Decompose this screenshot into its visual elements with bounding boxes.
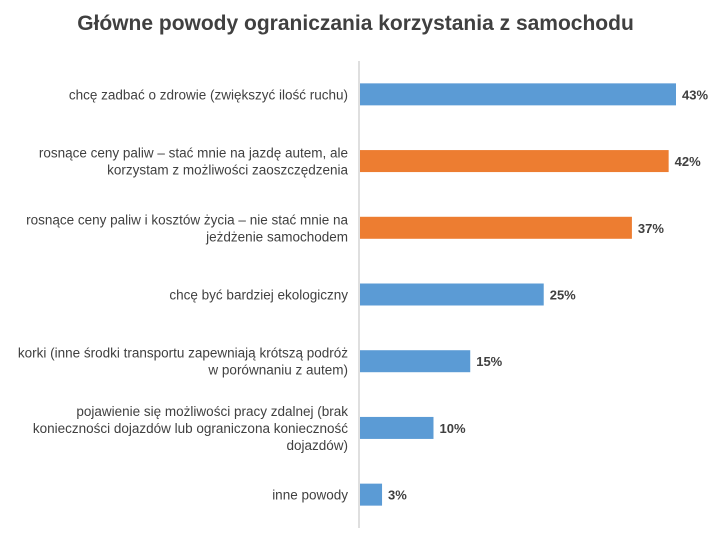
bar-2 [360, 216, 632, 239]
data-label-1: 42% [675, 154, 701, 169]
category-label-line: w porównaniu z autem) [207, 363, 348, 378]
category-label-3: chcę być bardziej ekologiczny [169, 288, 348, 303]
bar-5 [360, 416, 434, 439]
category-label-line: korki (inne środki transportu zapewniają… [18, 346, 348, 361]
category-label-2: rosnące ceny paliw i kosztów życia – nie… [26, 212, 348, 244]
category-label-line: dojazdów) [286, 438, 348, 453]
data-label-0: 43% [682, 87, 708, 102]
category-label-line: chcę być bardziej ekologiczny [169, 288, 348, 303]
category-label-5: pojawienie się możliwości pracy zdalnej … [33, 404, 348, 453]
category-label-line: pojawienie się możliwości pracy zdalnej … [76, 404, 348, 419]
category-label-line: rosnące ceny paliw i kosztów życia – nie… [26, 212, 348, 227]
data-label-4: 15% [476, 354, 502, 369]
category-label-line: korzystam z możliwości zaoszczędzenia [107, 163, 348, 178]
category-label-line: konieczności dojazdów lub ograniczona ko… [33, 421, 348, 436]
category-label-6: inne powody [272, 488, 348, 503]
data-label-3: 25% [550, 288, 576, 303]
bar-4 [360, 350, 471, 373]
category-label-4: korki (inne środki transportu zapewniają… [18, 346, 348, 378]
chart-title: Główne powody ograniczania korzystania z… [77, 12, 634, 35]
data-label-2: 37% [638, 221, 664, 236]
category-label-1: rosnące ceny paliw – stać mnie na jazdę … [39, 146, 349, 178]
bar-6 [360, 483, 383, 506]
bar-0 [360, 83, 676, 106]
category-label-line: inne powody [272, 488, 348, 503]
data-label-6: 3% [388, 488, 407, 503]
category-label-line: jeżdżenie samochodem [205, 229, 348, 244]
category-label-line: chcę zadbać o zdrowie (zwiększyć ilość r… [69, 87, 348, 102]
bar-3 [360, 283, 544, 306]
data-label-5: 10% [439, 421, 465, 436]
category-label-line: rosnące ceny paliw – stać mnie na jazdę … [39, 146, 348, 161]
category-label-0: chcę zadbać o zdrowie (zwiększyć ilość r… [69, 87, 348, 102]
bar-1 [360, 150, 669, 173]
